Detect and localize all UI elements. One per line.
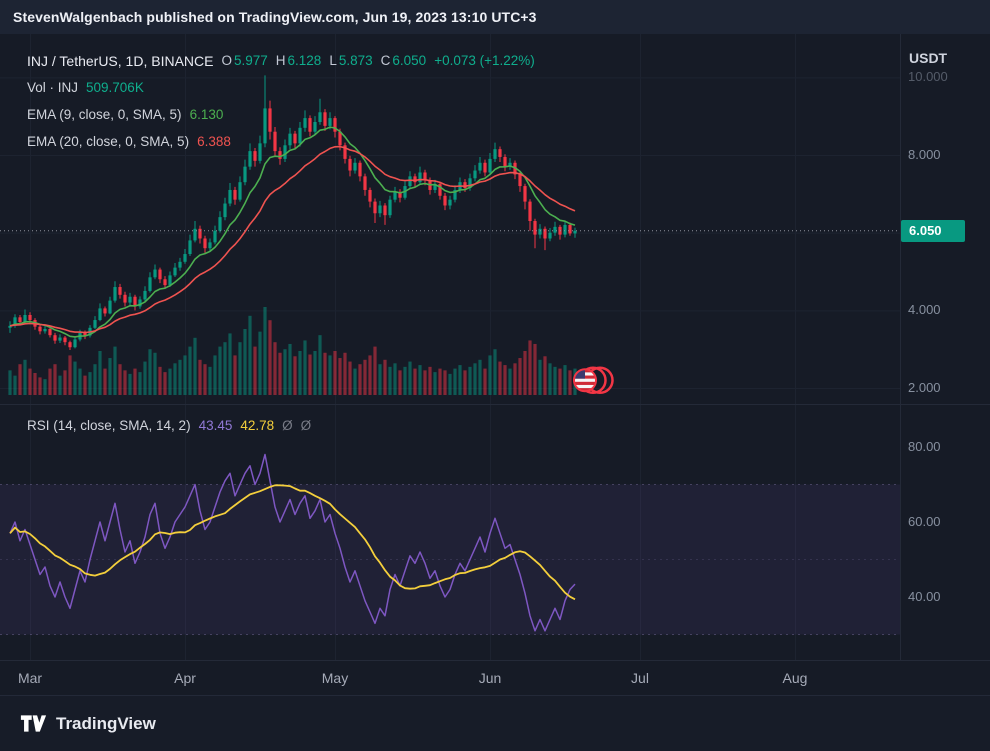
rsi-line <box>9 453 576 632</box>
rsi-label[interactable]: RSI (14, close, SMA, 14, 2) <box>27 418 191 433</box>
ema9-label[interactable]: EMA (9, close, 0, SMA, 5) <box>27 107 182 122</box>
rsi-hidden-value-2: Ø <box>300 418 312 433</box>
high-label: H <box>275 53 286 68</box>
ema20-line <box>9 145 576 334</box>
footer: TradingView <box>0 695 990 751</box>
tradingview-logo-icon[interactable] <box>20 713 47 734</box>
volume-layer <box>8 307 577 395</box>
price-tick-label: 4.000 <box>908 302 941 318</box>
publish-header: StevenWalgenbach published on TradingVie… <box>0 0 990 34</box>
last-price-badge: 6.050 <box>901 219 965 242</box>
volume-amount: 509.706K <box>86 80 144 95</box>
close-label: C <box>380 53 391 68</box>
pane-divider[interactable] <box>0 404 990 405</box>
price-axis[interactable]: USDT 6.050 10.000 8.000 4.000 2.000 80.00 60.… <box>900 34 990 660</box>
axis-currency-label: USDT <box>909 50 948 66</box>
high-value: H 6.128 <box>276 53 322 68</box>
main-price-pane[interactable] <box>0 34 900 405</box>
rsi-band <box>0 484 900 635</box>
change-value: +0.073 (+1.22%) <box>434 53 535 68</box>
rsi-sma-value: 42.78 <box>240 418 275 433</box>
tradingview-brand-text[interactable]: TradingView <box>56 713 156 733</box>
open-amount: 5.977 <box>233 53 268 68</box>
volume-legend-row: Vol · INJ 509.706K <box>27 74 535 101</box>
ema20-amount: 6.388 <box>197 134 231 149</box>
ema20-label[interactable]: EMA (20, close, 0, SMA, 5) <box>27 134 190 149</box>
time-axis-label[interactable]: Apr <box>174 670 196 686</box>
volume-label[interactable]: Vol · INJ <box>27 80 79 95</box>
rsi-sma-line <box>9 484 576 601</box>
close-amount: 6.050 <box>392 53 427 68</box>
time-axis-label[interactable]: Jun <box>478 670 502 686</box>
ema9-legend-row: EMA (9, close, 0, SMA, 5) 6.130 <box>27 101 535 128</box>
ema20-legend-row: EMA (20, close, 0, SMA, 5) 6.388 <box>27 128 535 155</box>
close-value: C 6.050 <box>381 53 427 68</box>
main-legend: INJ / TetherUS, 1D, BINANCE O 5.977 H 6.12… <box>27 47 535 155</box>
rsi-pane[interactable] <box>0 405 900 660</box>
price-tick-label: 10.000 <box>908 69 948 85</box>
low-value: L 5.873 <box>329 53 372 68</box>
rsi-tick-label: 40.00 <box>908 589 941 604</box>
time-axis[interactable]: Mar Apr May Jun Jul Aug <box>0 660 990 695</box>
rsi-tick-label: 80.00 <box>908 439 941 454</box>
symbol-title[interactable]: INJ / TetherUS, 1D, BINANCE <box>27 52 214 69</box>
ema9-amount: 6.130 <box>189 107 224 122</box>
price-tick-label: 8.000 <box>908 147 941 162</box>
low-amount: 5.873 <box>338 53 373 68</box>
low-label: L <box>329 53 337 68</box>
price-tick-label: 2.000 <box>908 380 941 395</box>
rsi-legend-row: RSI (14, close, SMA, 14, 2) 43.45 42.78 … <box>27 412 311 439</box>
time-axis-label[interactable]: May <box>321 670 349 686</box>
open-value: O 5.977 <box>221 53 267 68</box>
time-axis-label[interactable]: Jul <box>631 670 649 686</box>
high-amount: 6.128 <box>287 53 322 68</box>
open-label: O <box>221 53 232 68</box>
us-flag-event-marker[interactable] <box>573 366 614 394</box>
publish-header-text: StevenWalgenbach published on TradingVie… <box>13 9 537 25</box>
symbol-legend-row: INJ / TetherUS, 1D, BINANCE O 5.977 H 6.12… <box>27 47 535 74</box>
ema9-line <box>9 126 576 338</box>
rsi-hidden-value-1: Ø <box>282 418 293 433</box>
rsi-tick-label: 60.00 <box>908 514 941 529</box>
rsi-legend: RSI (14, close, SMA, 14, 2) 43.45 42.78 … <box>27 412 311 439</box>
time-axis-label[interactable]: Aug <box>782 670 808 686</box>
rsi-value: 43.45 <box>198 418 233 433</box>
time-axis-label[interactable]: Mar <box>17 670 43 686</box>
rsi-grid-layer <box>30 405 796 660</box>
